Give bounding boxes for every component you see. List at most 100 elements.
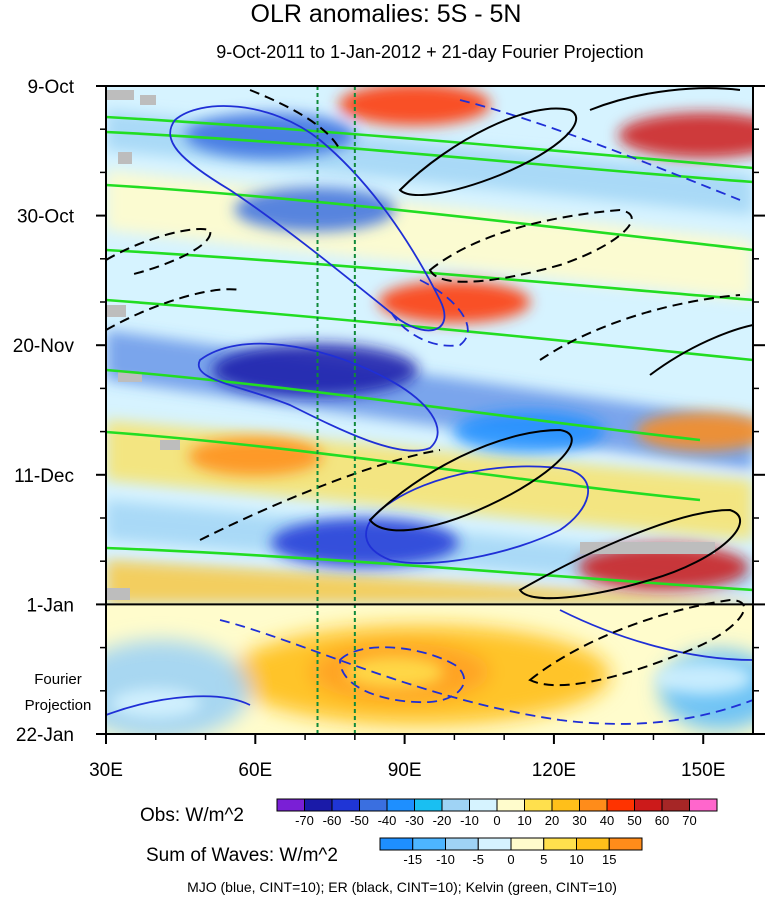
colorbar-swatch xyxy=(634,798,663,812)
anomaly-center xyxy=(654,662,753,695)
colorbar-swatch xyxy=(608,837,643,851)
colorbar-swatch xyxy=(477,837,512,851)
missing-patch xyxy=(118,152,132,164)
anomaly-center xyxy=(338,86,491,126)
kelvin-contour xyxy=(106,115,753,170)
kelvin-contour xyxy=(106,430,701,502)
x-tick-label: 150E xyxy=(681,760,725,781)
missing-patch xyxy=(160,440,180,450)
er-contour xyxy=(368,428,573,532)
er-contour xyxy=(649,324,753,376)
mjo-contour xyxy=(197,342,439,452)
legend-note: MJO (blue, CINT=10); ER (black, CINT=10)… xyxy=(187,879,617,895)
anomaly-center xyxy=(185,112,356,159)
colorbar-level-label: -5 xyxy=(472,852,484,867)
colorbar-level-label: 40 xyxy=(600,813,614,828)
er-contour-dashed xyxy=(428,208,633,283)
colorbar-swatch xyxy=(441,798,470,812)
anomaly-center xyxy=(453,410,606,453)
er-contour xyxy=(589,87,741,111)
obs-colorbar-label: Obs: W/m^2 xyxy=(140,805,244,826)
anomaly-center xyxy=(212,343,419,397)
forecast-label-line2: Projection xyxy=(25,697,92,714)
anomaly-center xyxy=(345,656,444,689)
colorbar-swatch xyxy=(576,837,610,851)
kelvin-contour xyxy=(106,546,753,592)
colorbar-level-label: 60 xyxy=(655,813,669,828)
colorbar-level-label: -40 xyxy=(378,813,397,828)
colorbar-swatch xyxy=(606,798,635,812)
obs-band-pos-3 xyxy=(106,560,753,604)
colorbar-swatch xyxy=(543,837,577,851)
y-tick-label: 1-Jan xyxy=(26,595,74,616)
colorbar-swatch xyxy=(579,798,608,812)
colorbar-swatch xyxy=(469,798,498,812)
colorbar-level-label: -30 xyxy=(405,813,424,828)
colorbar-swatch xyxy=(412,837,446,851)
missing-patch xyxy=(106,305,126,317)
mjo-contour-dashed xyxy=(459,99,741,201)
chart-subtitle: 9-Oct-2011 to 1-Jan-2012 + 21-day Fourie… xyxy=(216,42,643,62)
plot-frame xyxy=(105,85,754,735)
y-tick-label: 22-Jan xyxy=(16,725,74,746)
x-tick-label: 60E xyxy=(238,760,272,781)
waves-colorbar: -15 -10 -5 0 5 10 15 xyxy=(379,837,643,867)
anomaly-center xyxy=(111,688,201,719)
colorbar-level-label: 15 xyxy=(602,852,616,867)
missing-patch xyxy=(140,95,156,105)
colorbar-level-label: -15 xyxy=(403,852,422,867)
y-tick-label: 20-Nov xyxy=(13,336,75,357)
colorbar-swatch xyxy=(510,837,545,851)
colorbar-swatch xyxy=(331,798,360,812)
missing-patch xyxy=(106,588,130,600)
anomaly-center xyxy=(636,412,753,451)
er-contours xyxy=(106,87,753,687)
waves-colorbar-label: Sum of Waves: W/m^2 xyxy=(146,845,338,866)
er-contour xyxy=(518,508,742,600)
kelvin-contour xyxy=(106,183,753,252)
kelvin-contours xyxy=(106,115,753,592)
mjo-contour-dashed xyxy=(219,619,753,725)
x-tick-label: 120E xyxy=(532,760,576,781)
er-contour-dashed xyxy=(249,89,341,151)
colorbar-swatch xyxy=(524,798,553,812)
plot-area xyxy=(106,86,753,734)
missing-patch xyxy=(106,90,134,100)
er-contour-dashed xyxy=(106,228,212,276)
mjo-contour xyxy=(106,695,251,716)
er-contour-dashed xyxy=(528,598,745,687)
er-contour-dashed xyxy=(106,288,241,331)
x-axis: 30E 60E 90E 120E 150E xyxy=(89,734,725,781)
colorbar-level-label: 70 xyxy=(682,813,696,828)
colorbar-level-label: 5 xyxy=(540,852,547,867)
missing-patch xyxy=(580,542,715,554)
mjo-contour-dashed xyxy=(339,646,465,704)
er-contour xyxy=(398,107,577,196)
colorbar-level-label: -10 xyxy=(460,813,479,828)
kelvin-contour xyxy=(106,368,701,442)
colorbar-swatch xyxy=(359,798,388,812)
colorbar-level-label: 0 xyxy=(507,852,514,867)
mjo-contour xyxy=(365,465,589,565)
anomaly-center xyxy=(378,280,531,324)
anomaly-center xyxy=(188,436,323,476)
colorbar-level-label: -60 xyxy=(323,813,342,828)
mjo-contour xyxy=(169,105,446,332)
colorbar-level-label: -10 xyxy=(436,852,455,867)
colorbar-level-label: 10 xyxy=(569,852,583,867)
colorbar-swatch xyxy=(551,798,580,812)
mjo-contour xyxy=(559,609,753,661)
colorbar-swatch xyxy=(414,798,443,812)
y-tick-label: 11-Dec xyxy=(14,466,74,487)
missing-patch xyxy=(118,372,142,382)
colorbar-swatch xyxy=(304,798,333,812)
colorbar-swatch xyxy=(276,798,305,812)
colorbar-swatch xyxy=(445,837,479,851)
missing-data-patches xyxy=(106,90,715,600)
forecast-label-line1: Fourier xyxy=(34,671,82,688)
colorbar-swatch xyxy=(689,798,718,812)
colorbar-level-label: 50 xyxy=(627,813,641,828)
colorbar-level-label: -50 xyxy=(350,813,369,828)
colorbar-level-label: 30 xyxy=(572,813,586,828)
